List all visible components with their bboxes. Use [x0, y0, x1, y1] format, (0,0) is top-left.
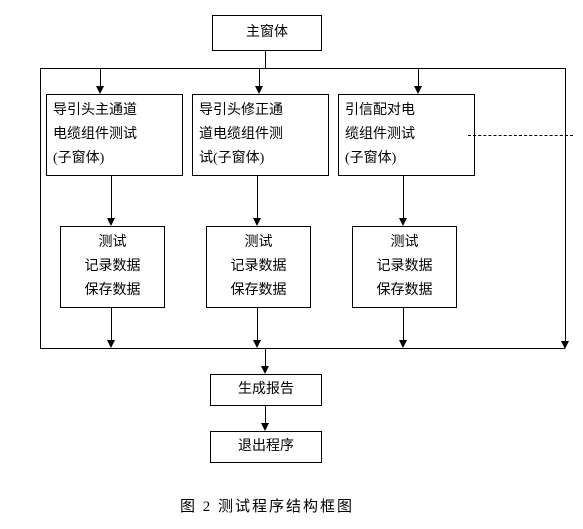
node-sub-2: 导引头修正通 道电缆组件测 试(子窗体)	[192, 94, 329, 176]
node-exit: 退出程序	[210, 431, 322, 463]
node-action-1: 测试 记录数据 保存数据	[60, 226, 165, 308]
node-action-2: 测试 记录数据 保存数据	[206, 226, 311, 308]
node-sub-3: 引信配对电 缆组件测试 (子窗体)	[338, 94, 475, 176]
node-label: 主窗体	[246, 21, 288, 45]
figure-caption: 图 2 测试程序结构框图	[180, 495, 354, 516]
node-report: 生成报告	[210, 374, 322, 406]
node-sub-1: 导引头主通道 电缆组件测试 (子窗体)	[46, 94, 183, 176]
node-main-window: 主窗体	[212, 15, 322, 51]
node-action-3: 测试 记录数据 保存数据	[352, 226, 457, 308]
flowchart-canvas: 主窗体 导引头主通道 电缆组件测试 (子窗体) 导引头修正通 道电缆组件测 试(…	[0, 0, 583, 529]
